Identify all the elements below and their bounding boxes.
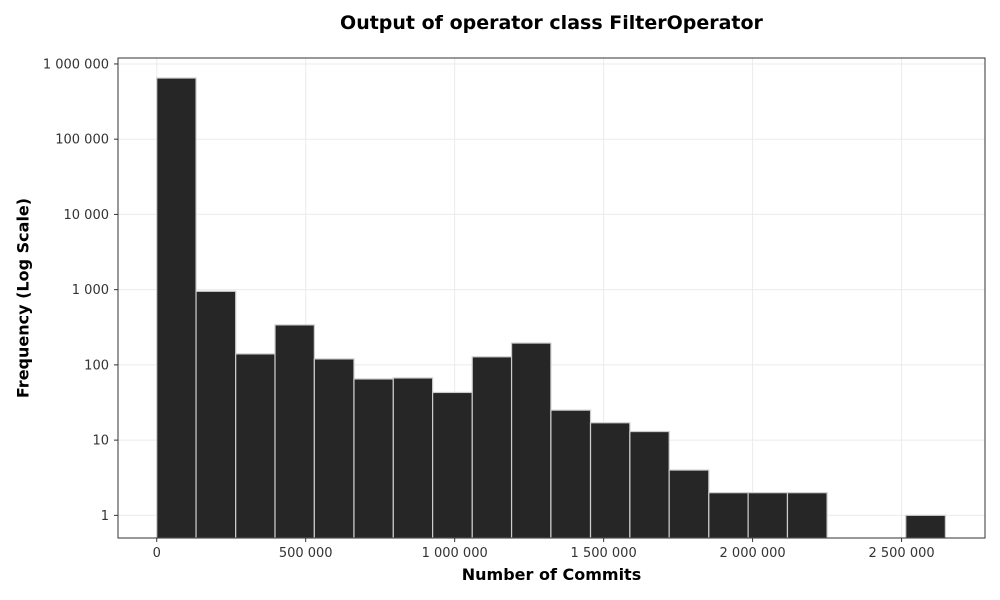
histogram-bar (471, 356, 513, 539)
histogram-bar (668, 469, 710, 539)
y-tick-label: 1 (101, 509, 109, 524)
histogram-bar (195, 290, 237, 539)
x-tick-label: 2 000 000 (720, 546, 786, 561)
y-axis: 1 10 100 1 000 10 000 100 000 1 000 000 (43, 57, 118, 524)
y-tick-label: 10 000 (64, 208, 110, 223)
histogram-bar (510, 342, 552, 539)
x-tick-label: 500 000 (279, 546, 333, 561)
y-tick-label: 1 000 000 (43, 57, 109, 72)
histogram-bar (550, 409, 592, 539)
x-axis-label: Number of Commits (461, 565, 642, 584)
histogram-bar (392, 377, 434, 539)
y-tick-label: 1 000 (72, 283, 109, 298)
y-tick-label: 10 (92, 434, 109, 449)
bars-group (156, 77, 946, 539)
histogram-bar (629, 430, 670, 539)
x-tick-label: 2 500 000 (868, 546, 934, 561)
histogram-bar (589, 422, 631, 539)
x-tick-label: 0 (153, 546, 161, 561)
chart-title: Output of operator class FilterOperator (340, 12, 763, 34)
histogram-bar (747, 492, 789, 539)
histogram-bar (905, 514, 946, 539)
histogram-bar (786, 492, 828, 539)
histogram-bar (235, 353, 276, 539)
histogram-bar (313, 358, 355, 539)
plot-frame (117, 57, 986, 539)
x-tick-label: 1 500 000 (571, 546, 637, 561)
histogram-bar (708, 492, 749, 539)
histogram-bar (156, 77, 197, 539)
y-tick-label: 100 000 (55, 133, 109, 148)
x-axis: 0 500 000 1 000 000 1 500 000 2 000 000 2 500… (153, 538, 935, 561)
histogram-bar (274, 324, 315, 539)
x-tick-label: 1 000 000 (422, 546, 488, 561)
y-tick-label: 100 (84, 358, 109, 373)
histogram-bar (353, 378, 394, 539)
histogram-bar (432, 391, 473, 539)
